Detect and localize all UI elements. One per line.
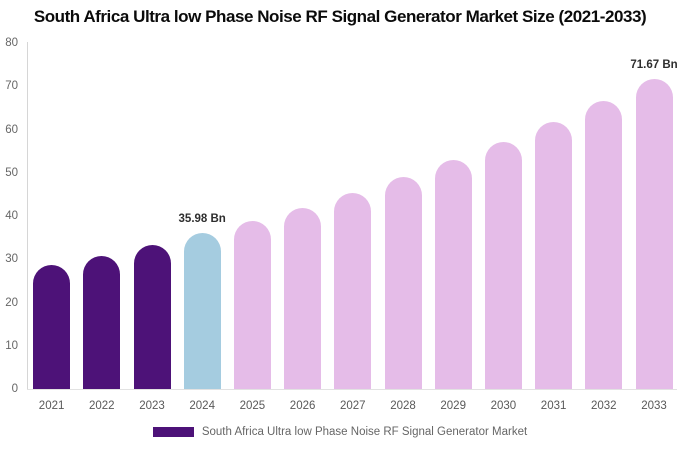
data-label-2033: 71.67 Bn [630, 59, 678, 72]
bar-2025[interactable] [233, 220, 271, 389]
legend: South Africa Ultra low Phase Noise RF Si… [0, 426, 680, 438]
bar-2021[interactable] [33, 265, 71, 389]
bar-2030[interactable] [484, 142, 522, 389]
bar-2032[interactable] [585, 101, 623, 389]
x-tick-2031: 2031 [540, 400, 567, 412]
y-tick-50: 50 [5, 166, 18, 179]
bar-2024[interactable] [183, 233, 221, 389]
bar-2033[interactable] [635, 79, 673, 389]
y-tick-10: 10 [5, 339, 18, 352]
x-tick-2023: 2023 [139, 400, 165, 412]
data-label-2024: 35.98 Bn [178, 213, 226, 226]
y-tick-20: 20 [5, 296, 18, 309]
x-tick-2026: 2026 [289, 400, 316, 412]
legend-swatch [152, 427, 194, 437]
bar-2029[interactable] [434, 160, 472, 389]
bar-2028[interactable] [384, 177, 422, 389]
y-tick-70: 70 [5, 80, 18, 93]
bar-2026[interactable] [284, 207, 322, 389]
x-tick-2027: 2027 [340, 400, 366, 412]
legend-label: South Africa Ultra low Phase Noise RF Si… [201, 426, 528, 438]
x-tick-2022: 2022 [89, 400, 115, 412]
y-tick-60: 60 [5, 123, 18, 136]
bar-2022[interactable] [83, 255, 121, 389]
bar-2023[interactable] [133, 244, 171, 389]
x-tick-2032: 2032 [591, 400, 617, 412]
x-tick-2025: 2025 [239, 400, 266, 412]
y-tick-30: 30 [5, 253, 18, 266]
y-tick-0: 0 [11, 383, 18, 395]
x-tick-2028: 2028 [390, 400, 416, 412]
y-tick-40: 40 [5, 210, 18, 222]
y-tick-80: 80 [5, 37, 18, 49]
x-tick-2029: 2029 [440, 400, 466, 412]
chart-title: South Africa Ultra low Phase Noise RF Si… [33, 7, 647, 26]
x-tick-2033: 2033 [641, 400, 667, 412]
y-axis-line [27, 42, 28, 390]
x-axis-line [27, 389, 677, 390]
x-tick-2030: 2030 [490, 400, 517, 412]
x-tick-2024: 2024 [189, 400, 215, 412]
bar-2031[interactable] [535, 122, 573, 389]
x-tick-2021: 2021 [38, 400, 65, 412]
bar-2027[interactable] [334, 193, 372, 389]
